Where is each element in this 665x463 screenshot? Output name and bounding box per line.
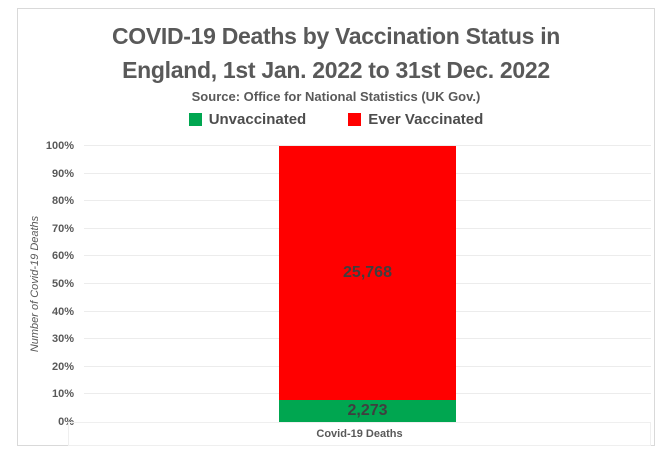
data-label-ever-vaccinated: 25,768 (343, 263, 392, 281)
y-tick-0%: 0% (58, 416, 74, 428)
y-axis-tick-labels: 0% 10% 20% 30% 40% 50% 60% 70% 80% 90% 100% (18, 140, 74, 428)
y-tick-40%: 40% (51, 305, 74, 318)
gridline-100% (84, 145, 651, 146)
y-tick-60%: 60% (51, 250, 74, 263)
legend-label-ever-vaccinated: Ever Vaccinated (368, 111, 484, 128)
chart-title: COVID-19 Deaths by Vaccination Status in… (18, 19, 654, 87)
x-category-label: Covid-19 Deaths (316, 428, 403, 440)
bar-segment-ever-vaccinated: 25,768 (279, 146, 456, 400)
y-tick-70%: 70% (51, 222, 74, 235)
legend: Unvaccinated Ever Vaccinated (18, 111, 654, 128)
stacked-bar: 25,768 2,273 (279, 146, 456, 422)
legend-item-unvaccinated: Unvaccinated (188, 111, 307, 128)
y-tick-50%: 50% (51, 278, 74, 290)
legend-item-ever-vaccinated: Ever Vaccinated (348, 111, 483, 128)
y-tick-90%: 90% (51, 167, 74, 180)
unvaccinated-color-swatch (188, 113, 202, 126)
ever-vaccinated-color-swatch (348, 113, 362, 126)
x-axis-label-box: Covid-19 Deaths (68, 422, 651, 446)
y-tick-100%: 100% (45, 140, 74, 152)
chart-title-line-1: COVID-19 Deaths by Vaccination Status in (111, 23, 561, 49)
data-label-unvaccinated: 2,273 (347, 401, 388, 419)
legend-label-unvaccinated: Unvaccinated (208, 111, 307, 128)
y-tick-80%: 80% (51, 195, 74, 208)
y-tick-30%: 30% (51, 333, 74, 346)
chart-subtitle: Source: Office for National Statistics (… (191, 89, 481, 104)
chart-title-line-2: England, 1st Jan. 2022 to 31st Dec. 2022 (122, 57, 550, 83)
y-tick-10%: 10% (51, 388, 74, 401)
plot-area: 25,768 2,273 (84, 145, 651, 422)
bar-segment-unvaccinated: 2,273 (279, 399, 456, 422)
chart-frame: COVID-19 Deaths by Vaccination Status in… (17, 8, 655, 446)
y-tick-20%: 20% (51, 360, 74, 373)
